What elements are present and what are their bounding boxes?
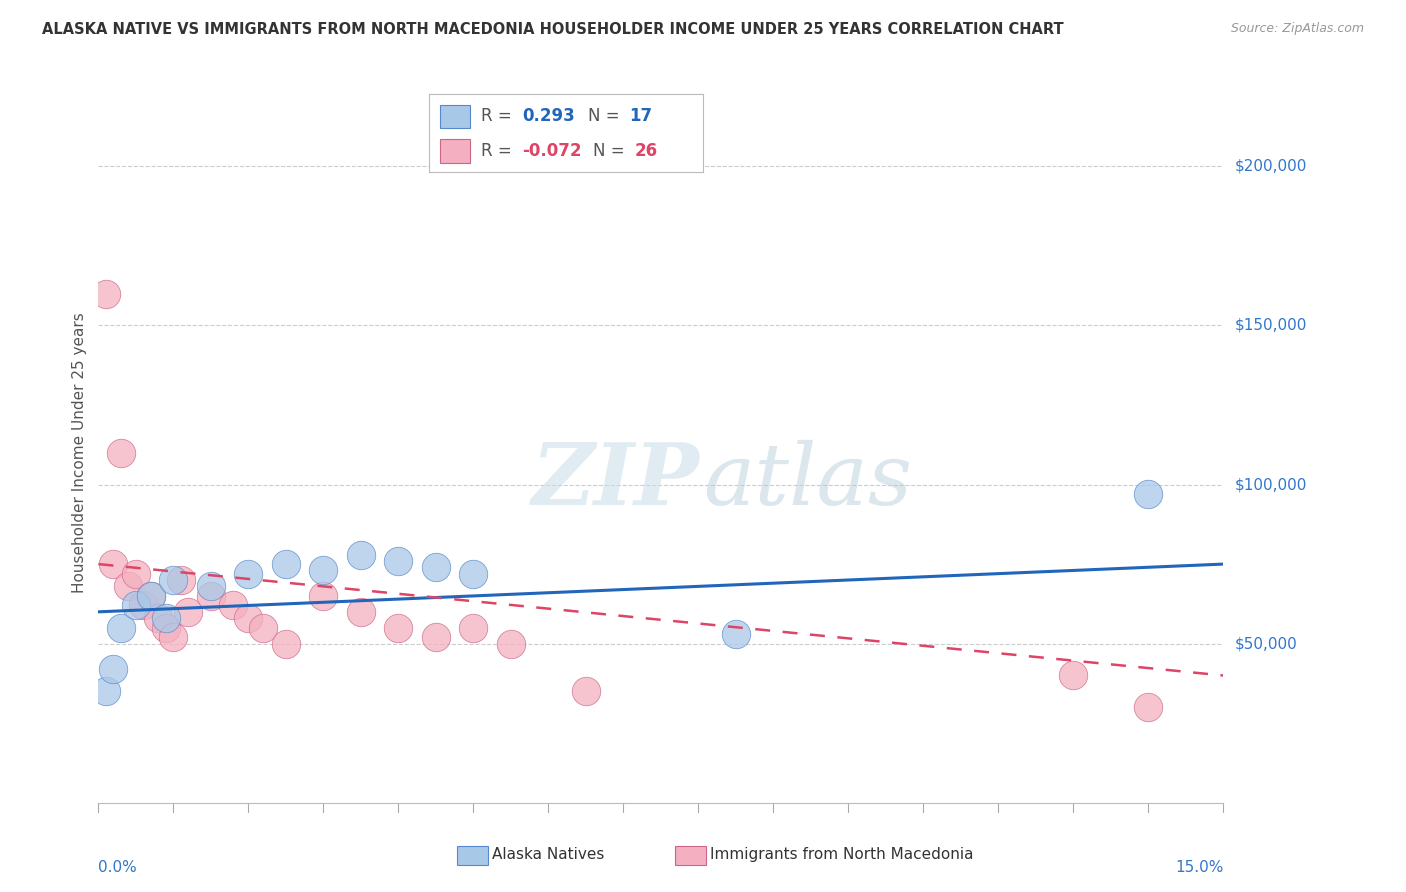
Point [463, 566, 485, 581]
Point [274, 557, 297, 571]
Point [222, 599, 245, 613]
Text: $100,000: $100,000 [1234, 477, 1306, 492]
Point [252, 621, 274, 635]
Point [103, 557, 125, 571]
Point [312, 589, 335, 603]
Point [162, 630, 184, 644]
Text: ALASKA NATIVE VS IMMIGRANTS FROM NORTH MACEDONIA HOUSEHOLDER INCOME UNDER 25 YEA: ALASKA NATIVE VS IMMIGRANTS FROM NORTH M… [42, 22, 1064, 37]
Text: 0.0%: 0.0% [98, 860, 138, 875]
Point [312, 564, 335, 578]
Point [103, 662, 125, 676]
Point [463, 621, 485, 635]
Text: R =: R = [481, 142, 517, 160]
Point [238, 566, 260, 581]
Point [110, 621, 132, 635]
Text: Immigrants from North Macedonia: Immigrants from North Macedonia [710, 847, 973, 862]
Point [125, 566, 148, 581]
Text: R =: R = [481, 107, 517, 126]
Point [1137, 700, 1160, 714]
Text: 26: 26 [634, 142, 658, 160]
Point [139, 589, 162, 603]
Text: N =: N = [593, 142, 630, 160]
Point [200, 589, 222, 603]
Text: $200,000: $200,000 [1234, 159, 1306, 174]
Point [94, 286, 117, 301]
Text: 17: 17 [628, 107, 652, 126]
Point [1137, 487, 1160, 501]
Text: ZIP: ZIP [531, 439, 699, 523]
Point [162, 573, 184, 587]
Point [1062, 668, 1084, 682]
Text: $150,000: $150,000 [1234, 318, 1306, 333]
Text: N =: N = [588, 107, 624, 126]
Point [274, 637, 297, 651]
FancyBboxPatch shape [440, 104, 470, 128]
Point [139, 589, 162, 603]
Point [170, 573, 193, 587]
Point [425, 560, 447, 574]
Point [155, 621, 177, 635]
FancyBboxPatch shape [440, 139, 470, 162]
Point [387, 621, 409, 635]
Point [425, 630, 447, 644]
Text: 15.0%: 15.0% [1175, 860, 1223, 875]
Point [94, 684, 117, 698]
Text: -0.072: -0.072 [522, 142, 582, 160]
Point [575, 684, 598, 698]
Point [724, 627, 747, 641]
Text: atlas: atlas [703, 440, 912, 522]
Point [110, 446, 132, 460]
Text: 0.293: 0.293 [522, 107, 575, 126]
Point [132, 599, 155, 613]
Point [117, 579, 139, 593]
Point [350, 548, 373, 562]
Point [200, 579, 222, 593]
Text: Source: ZipAtlas.com: Source: ZipAtlas.com [1230, 22, 1364, 36]
Point [148, 611, 170, 625]
Point [499, 637, 522, 651]
Text: $50,000: $50,000 [1234, 636, 1298, 651]
Point [350, 605, 373, 619]
Point [387, 554, 409, 568]
Point [125, 599, 148, 613]
Text: Alaska Natives: Alaska Natives [492, 847, 605, 862]
Point [177, 605, 200, 619]
Y-axis label: Householder Income Under 25 years: Householder Income Under 25 years [72, 312, 87, 593]
Point [238, 611, 260, 625]
Point [155, 611, 177, 625]
